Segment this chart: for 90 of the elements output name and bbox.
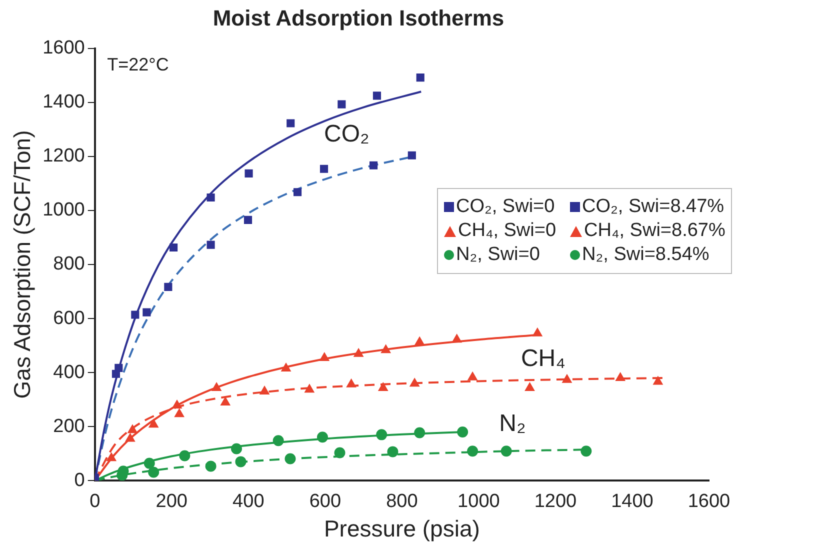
y-tick-label: 1400 <box>42 92 85 113</box>
point <box>148 419 158 428</box>
point <box>304 384 314 393</box>
point <box>369 161 378 170</box>
point <box>376 429 388 440</box>
point <box>231 443 242 454</box>
point <box>114 364 123 372</box>
point <box>206 193 215 202</box>
point <box>378 382 388 391</box>
legend-label: N₂, Swi=8.54% <box>582 243 710 267</box>
point <box>142 308 151 316</box>
legend-label: CH₄, Swi=8.67% <box>584 219 726 243</box>
y-tick-label: 1200 <box>42 146 85 167</box>
point <box>372 92 382 100</box>
point <box>286 119 295 128</box>
legend-label: CO₂, Swi=8.47% <box>582 195 724 219</box>
point <box>235 456 246 468</box>
point <box>653 376 663 385</box>
point <box>284 453 296 464</box>
x-tick-label: 1400 <box>611 491 654 512</box>
point <box>452 334 462 343</box>
y-tick-label: 600 <box>53 308 85 329</box>
point <box>500 446 512 457</box>
x-tick-label: 800 <box>386 491 418 512</box>
point <box>212 382 222 391</box>
point <box>338 100 346 108</box>
point <box>532 328 542 336</box>
x-tick-label: 200 <box>156 491 188 512</box>
point <box>320 352 330 361</box>
chart-title: Moist Adsorption Isotherms <box>212 5 504 30</box>
point <box>580 446 592 457</box>
point <box>354 348 364 357</box>
point <box>125 433 136 442</box>
point <box>206 240 215 249</box>
x-tick-label: 1600 <box>688 491 730 512</box>
point <box>148 466 160 478</box>
point <box>281 363 291 372</box>
y-tick-label: 1000 <box>42 200 85 221</box>
point <box>164 282 172 291</box>
x-tick-label: 1000 <box>458 491 500 512</box>
point <box>414 427 426 438</box>
annotation: CH₄ <box>520 345 566 372</box>
annotation: CO₂ <box>324 120 370 148</box>
point <box>320 164 328 173</box>
point <box>244 169 253 178</box>
point <box>272 435 284 446</box>
point <box>468 372 478 380</box>
point <box>524 382 535 391</box>
point <box>380 344 391 354</box>
x-tick-label: 600 <box>309 491 342 512</box>
y-axis-title: Gas Adsorption (SCF/Ton) <box>9 130 36 399</box>
point <box>616 372 626 381</box>
point <box>128 424 138 434</box>
point <box>244 216 252 224</box>
x-tick-label: 400 <box>232 491 264 512</box>
point <box>170 243 178 252</box>
point <box>106 452 116 462</box>
legend-label: N₂, Swi=0 <box>456 243 540 267</box>
legend-label: CO₂, Swi=0 <box>456 195 555 219</box>
y-tick-label: 0 <box>74 470 85 491</box>
legend-label: CH₄, Swi=0 <box>458 219 556 243</box>
point <box>172 400 182 409</box>
x-tick-label: 0 <box>90 491 100 512</box>
annotation: N₂ <box>499 410 526 438</box>
point <box>410 378 420 387</box>
point <box>144 458 155 469</box>
y-tick-label: 800 <box>53 254 85 275</box>
point <box>316 432 328 443</box>
point <box>334 447 346 458</box>
point <box>408 151 416 160</box>
point <box>131 310 140 319</box>
point <box>220 397 230 406</box>
point <box>416 74 424 82</box>
point <box>174 408 184 418</box>
annotation: T=22°C <box>107 54 169 75</box>
point <box>467 446 478 457</box>
y-tick-label: 400 <box>53 362 85 383</box>
point <box>293 188 302 196</box>
point <box>179 450 190 462</box>
x-tick-label: 1200 <box>534 491 577 512</box>
y-tick-label: 200 <box>53 416 85 437</box>
point <box>260 386 270 394</box>
point <box>387 446 398 458</box>
point <box>205 460 216 472</box>
point <box>414 336 424 346</box>
y-tick-label: 1600 <box>42 38 85 59</box>
point <box>562 374 572 383</box>
point <box>457 426 468 438</box>
x-axis-title: Pressure (psia) <box>324 516 480 542</box>
point <box>346 378 356 388</box>
